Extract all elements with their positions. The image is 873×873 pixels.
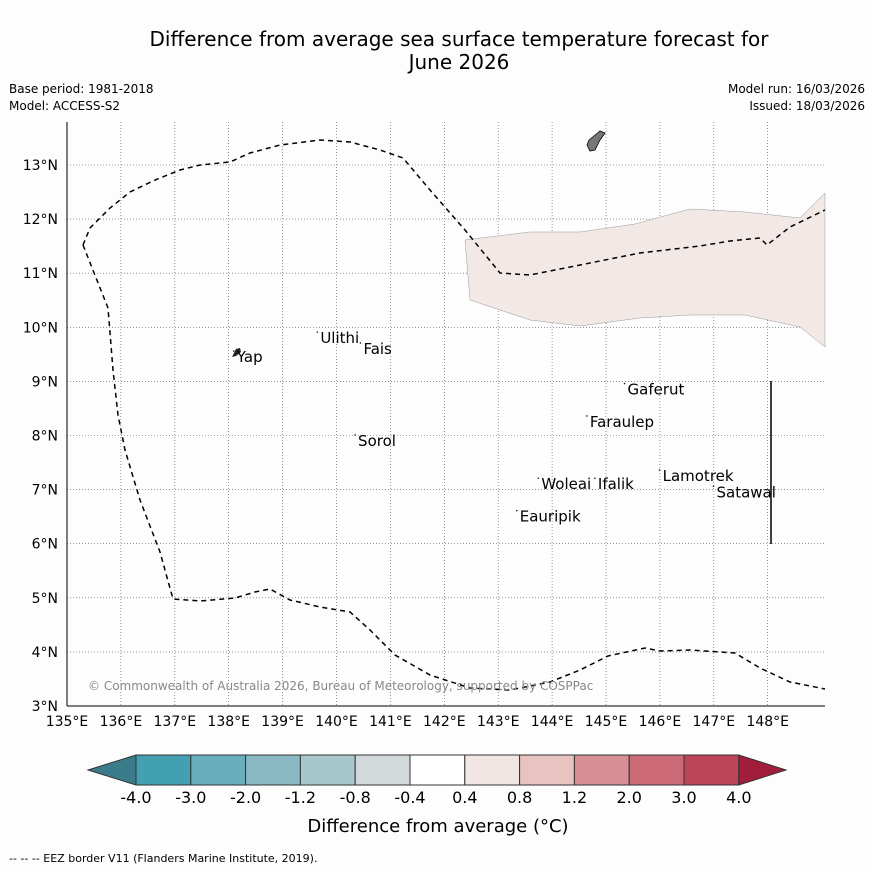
colorbar-over-arrow [738,754,788,786]
graticule [67,122,825,706]
place-marker [354,434,356,436]
meta-left: Base period: 1981-2018 Model: ACCESS-S2 [9,81,154,115]
colorbar-segment [683,754,740,786]
place-label: Sorol [358,432,396,450]
place-marker [586,415,588,417]
x-tick-label: 144°E [531,714,574,730]
place-label: Satawal [716,483,775,501]
colorbar-segment [354,754,411,786]
meta-right: Model run: 16/03/2026 Issued: 18/03/2026 [728,81,865,115]
eez-border-south [82,244,826,691]
place-label: Faraulep [590,413,654,431]
y-tick-label: 5°N [32,591,58,607]
anomaly-region [464,192,826,348]
place-marker [537,477,540,479]
yap-island [232,348,241,357]
x-tick-label: 148°E [746,714,789,730]
colorbar-tick-label: -2.0 [230,788,261,807]
x-axis-ticks: 135°E 136°E 137°E 138°E 139°E 140°E 141°E 142°E… [46,714,789,730]
y-tick-label: 13°N [23,158,58,174]
footer-note: -- -- -- EEZ border V11 (Flanders Marine… [9,852,318,865]
place-label: Fais [363,340,392,358]
place-marker [712,485,715,488]
x-tick-label: 136°E [100,714,143,730]
place-label: Gaferut [628,381,685,399]
colorbar-tick-label: 0.8 [507,788,532,807]
colorbar-segment [519,754,575,786]
place-label: Ifalik [598,475,634,493]
x-tick-label: 141°E [369,714,412,730]
place-label: Yap [236,348,263,366]
x-tick-label: 140°E [315,714,358,730]
x-tick-label: 135°E [46,714,89,730]
colorbar-tick-label: -0.4 [394,788,425,807]
title-line-2: June 2026 [408,50,510,74]
colorbar-tick-label: 1.2 [562,788,587,807]
place-label: Eauripik [520,508,581,526]
colorbar-tick-label: -4.0 [120,788,151,807]
title-line-1: Difference from average sea surface temp… [149,27,769,51]
colorbar-tick-label: 2.0 [616,788,641,807]
place-marker [232,350,235,352]
colorbar-segment [464,754,521,786]
place-marker [316,331,319,333]
x-tick-label: 146°E [639,714,682,730]
colorbar-segment [190,754,247,786]
y-tick-label: 4°N [32,645,58,661]
y-tick-label: 7°N [32,483,58,499]
place-label: Ulithi [320,329,359,347]
y-axis-ticks: 3°N 4°N 5°N 6°N 7°N 8°N 9°N 10°N 11°N 12°N 13°N [23,158,58,715]
colorbar-tick-label: -0.8 [340,788,371,807]
colorbar-tick-label: -3.0 [175,788,206,807]
colorbar-segment [628,754,685,786]
model-run: Model run: 16/03/2026 [727,82,865,96]
place-marker [594,477,596,479]
y-tick-label: 9°N [32,374,58,390]
x-tick-label: 139°E [261,714,304,730]
colorbar-under-arrow [86,754,137,786]
colorbar-segment [245,754,301,786]
place-marker [658,469,661,471]
place-marker [515,509,518,512]
eez-border [82,139,826,276]
place-marker [359,342,362,344]
model-name: Model: ACCESS-S2 [9,99,121,113]
colorbar-ticks: -4.0 -3.0 -2.0 -1.2 -0.8 -0.4 0.4 0.8 1.2 2.0 3.0 4… [120,788,751,807]
y-tick-label: 10°N [23,320,58,336]
colorbar-segment [135,754,192,786]
colorbar-tick-label: 3.0 [671,788,696,807]
place-marker [623,382,626,385]
colorbar-tick-label: 0.4 [452,788,477,807]
place-label: Woleai [541,475,591,493]
colorbar-tick-label: 4.0 [726,788,751,807]
colorbar [86,754,788,786]
y-tick-label: 3°N [32,699,58,715]
x-tick-label: 143°E [477,714,520,730]
copyright-notice: © Commonwealth of Australia 2026, Bureau… [88,679,593,693]
colorbar-segment [299,754,356,786]
x-tick-label: 147°E [693,714,736,730]
colorbar-segment [409,754,466,786]
x-tick-label: 142°E [423,714,466,730]
y-tick-label: 6°N [32,537,58,553]
x-tick-label: 137°E [154,714,197,730]
x-tick-label: 145°E [585,714,628,730]
issued-date: Issued: 18/03/2026 [749,99,865,113]
y-tick-label: 8°N [32,429,58,445]
colorbar-label: Difference from average (°C) [307,816,568,837]
chart-title: Difference from average sea surface temp… [0,28,873,74]
x-tick-label: 138°E [207,714,250,730]
guam-island [586,130,606,152]
y-tick-label: 12°N [23,212,58,228]
base-period: Base period: 1981-2018 [9,82,154,96]
colorbar-segment [573,754,630,786]
place-label: Lamotrek [663,467,734,485]
y-tick-label: 11°N [23,266,58,282]
colorbar-tick-label: -1.2 [285,788,316,807]
